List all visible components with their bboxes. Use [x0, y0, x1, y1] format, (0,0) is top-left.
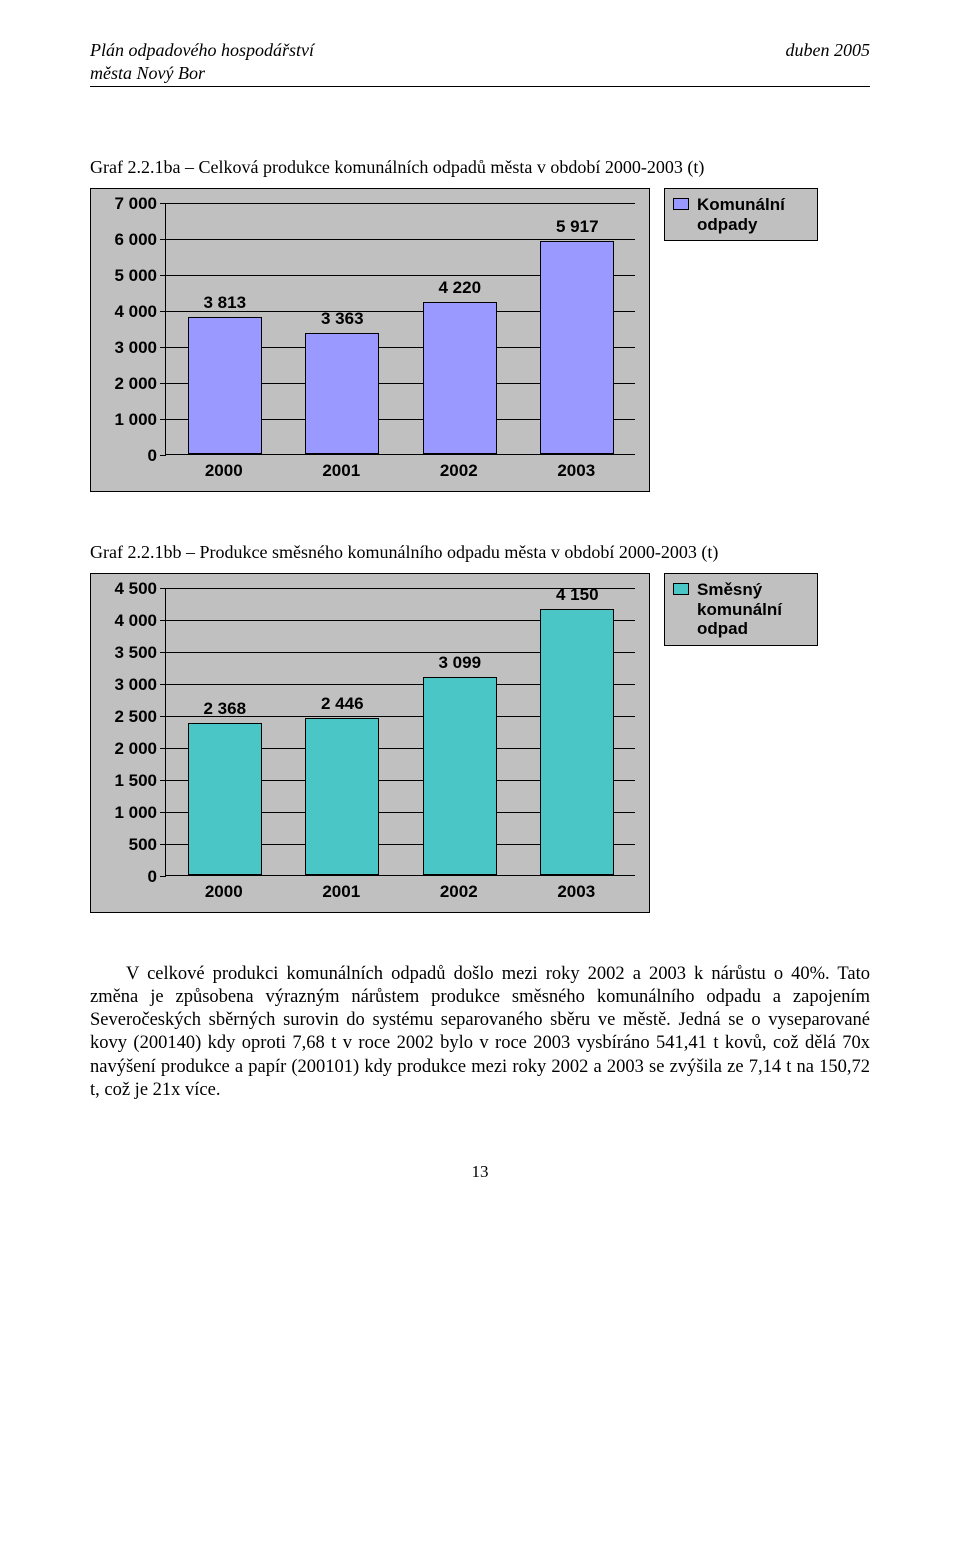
bar — [188, 317, 262, 454]
ytick-label: 2 500 — [114, 707, 157, 727]
bar — [540, 609, 614, 875]
bar — [305, 333, 379, 454]
ytick-mark — [160, 275, 166, 276]
ytick-label: 3 000 — [114, 338, 157, 358]
ytick-mark — [160, 347, 166, 348]
bar — [423, 677, 497, 875]
header-left: Plán odpadového hospodářství — [90, 40, 314, 61]
chart2-plot: 2 368 2 446 3 099 4 150 — [165, 588, 635, 876]
chart2-legend-swatch — [673, 583, 689, 595]
chart2-xlabels: 2000200120022003 — [105, 882, 635, 902]
ytick-mark — [160, 455, 166, 456]
ytick-mark — [160, 652, 166, 653]
ytick-mark — [160, 876, 166, 877]
xtick-label: 2000 — [165, 461, 283, 481]
bar-value-label: 3 813 — [203, 293, 246, 313]
ytick-label: 5 000 — [114, 266, 157, 286]
chart1-title: Graf 2.2.1ba – Celková produkce komunáln… — [90, 157, 870, 178]
xtick-label: 2002 — [400, 882, 518, 902]
ytick-mark — [160, 588, 166, 589]
bar — [423, 302, 497, 454]
page-number: 13 — [90, 1162, 870, 1182]
xtick-label: 2003 — [518, 882, 636, 902]
chart1-legend-swatch — [673, 198, 689, 210]
chart1-legend: Komunální odpady — [664, 188, 818, 241]
bar-value-label: 4 220 — [438, 278, 481, 298]
chart2-ylabels: 4 5004 0003 5003 0002 5002 0001 5001 000… — [105, 588, 165, 876]
ytick-label: 3 000 — [114, 675, 157, 695]
ytick-mark — [160, 311, 166, 312]
ytick-label: 7 000 — [114, 194, 157, 214]
xtick-label: 2000 — [165, 882, 283, 902]
ytick-mark — [160, 780, 166, 781]
ytick-label: 4 500 — [114, 579, 157, 599]
header-right: duben 2005 — [786, 40, 871, 61]
ytick-mark — [160, 620, 166, 621]
ytick-mark — [160, 684, 166, 685]
ytick-label: 2 000 — [114, 739, 157, 759]
chart2-legend-label: Směsný komunální odpad — [697, 580, 807, 639]
chart1-ylabels: 7 0006 0005 0004 0003 0002 0001 0000 — [105, 203, 165, 455]
ytick-label: 0 — [148, 867, 157, 887]
bar — [305, 718, 379, 875]
chart1-legend-label: Komunální odpady — [697, 195, 807, 234]
chart2-wrap: 4 500 4 000 3 500 3 000 2 500 2 000 1 500 1 000… — [90, 573, 870, 913]
ytick-mark — [160, 383, 166, 384]
chart1-frame: 7 000 6 000 5 000 4 000 3 000 2 000 1 000 0 3 8… — [90, 188, 650, 492]
bar — [188, 723, 262, 875]
ytick-label: 4 000 — [114, 611, 157, 631]
chart1-xlabels: 2000200120022003 — [105, 461, 635, 481]
body-paragraph: V celkové produkci komunálních odpadů do… — [90, 963, 870, 1102]
chart2-frame: 4 500 4 000 3 500 3 000 2 500 2 000 1 500 1 000… — [90, 573, 650, 913]
ytick-label: 4 000 — [114, 302, 157, 322]
ytick-mark — [160, 812, 166, 813]
ytick-mark — [160, 716, 166, 717]
ytick-label: 1 000 — [114, 410, 157, 430]
ytick-mark — [160, 203, 166, 204]
ytick-mark — [160, 748, 166, 749]
chart2-legend: Směsný komunální odpad — [664, 573, 818, 646]
chart1-plot: 3 813 3 363 4 220 5 917 — [165, 203, 635, 455]
gridline — [166, 239, 635, 240]
bar-value-label: 3 363 — [321, 309, 364, 329]
ytick-label: 500 — [129, 835, 157, 855]
xtick-label: 2001 — [283, 882, 401, 902]
ytick-label: 1 500 — [114, 771, 157, 791]
xtick-label: 2002 — [400, 461, 518, 481]
ytick-label: 2 000 — [114, 374, 157, 394]
ytick-label: 6 000 — [114, 230, 157, 250]
ytick-label: 1 000 — [114, 803, 157, 823]
bar — [540, 241, 614, 454]
bar-value-label: 3 099 — [438, 653, 481, 673]
bar-value-label: 2 368 — [203, 699, 246, 719]
bar-value-label: 5 917 — [556, 217, 599, 237]
bar-value-label: 4 150 — [556, 585, 599, 605]
header-rule — [90, 86, 870, 87]
header-sub: města Nový Bor — [90, 63, 870, 84]
ytick-mark — [160, 239, 166, 240]
xtick-label: 2003 — [518, 461, 636, 481]
xtick-label: 2001 — [283, 461, 401, 481]
chart1-wrap: 7 000 6 000 5 000 4 000 3 000 2 000 1 000 0 3 8… — [90, 188, 870, 492]
bar-value-label: 2 446 — [321, 694, 364, 714]
ytick-mark — [160, 419, 166, 420]
ytick-label: 0 — [148, 446, 157, 466]
gridline — [166, 203, 635, 204]
ytick-label: 3 500 — [114, 643, 157, 663]
ytick-mark — [160, 844, 166, 845]
chart2-title: Graf 2.2.1bb – Produkce směsného komunál… — [90, 542, 870, 563]
